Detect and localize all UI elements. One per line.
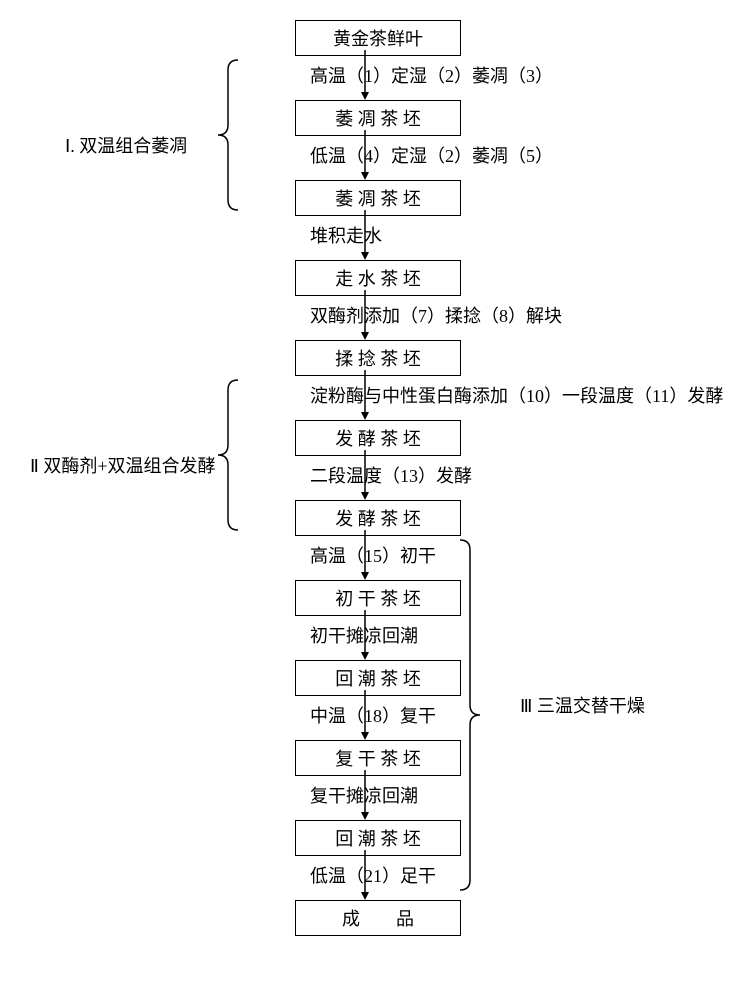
section-3-label: Ⅲ 三温交替干燥 xyxy=(520,692,645,718)
flow-arrow xyxy=(359,770,371,820)
flow-box-b8: 回 潮 茶 坯 xyxy=(295,660,461,696)
section-1-brace xyxy=(213,60,243,210)
flow-box-b2: 萎 凋 茶 坯 xyxy=(295,180,461,216)
flow-box-b1: 萎 凋 茶 坯 xyxy=(295,100,461,136)
flow-arrow xyxy=(359,610,371,660)
flow-arrow xyxy=(359,210,371,260)
flow-arrow xyxy=(359,50,371,100)
flow-arrow xyxy=(359,690,371,740)
section-2-brace xyxy=(213,380,243,530)
step-label-s1: 高温（1）定湿（2）萎凋（3） xyxy=(310,62,553,88)
section-3-brace xyxy=(455,540,485,890)
flow-arrow xyxy=(359,130,371,180)
flow-box-b0: 黄金茶鲜叶 xyxy=(295,20,461,56)
step-label-s6: 二段温度（13）发酵 xyxy=(310,462,472,488)
section-2-label: Ⅱ 双酶剂+双温组合发酵 xyxy=(30,452,216,478)
flow-box-b7: 初 干 茶 坯 xyxy=(295,580,461,616)
flow-box-b3: 走 水 茶 坯 xyxy=(295,260,461,296)
step-label-s3: 堆积走水 xyxy=(310,222,382,248)
step-label-s4: 双酶剂添加（7）揉捻（8）解块 xyxy=(310,302,562,328)
step-label-s2: 低温（4）定湿（2）萎凋（5） xyxy=(310,142,553,168)
step-label-s7: 高温（15）初干 xyxy=(310,542,436,568)
section-1-label: Ⅰ. 双温组合萎凋 xyxy=(65,132,187,158)
flow-arrow xyxy=(359,370,371,420)
step-label-s5: 淀粉酶与中性蛋白酶添加（10）一段温度（11）发酵 xyxy=(310,382,723,408)
flow-box-b4: 揉 捻 茶 坯 xyxy=(295,340,461,376)
flow-box-b11: 成 品 xyxy=(295,900,461,936)
flow-arrow xyxy=(359,290,371,340)
step-label-s9: 中温（18）复干 xyxy=(310,702,436,728)
flow-box-b5: 发 酵 茶 坯 xyxy=(295,420,461,456)
flow-box-b10: 回 潮 茶 坯 xyxy=(295,820,461,856)
flow-box-b6: 发 酵 茶 坯 xyxy=(295,500,461,536)
step-label-s11: 低温（21）足干 xyxy=(310,862,436,888)
flow-arrow xyxy=(359,530,371,580)
flow-arrow xyxy=(359,850,371,900)
flow-box-b9: 复 干 茶 坯 xyxy=(295,740,461,776)
flow-arrow xyxy=(359,450,371,500)
